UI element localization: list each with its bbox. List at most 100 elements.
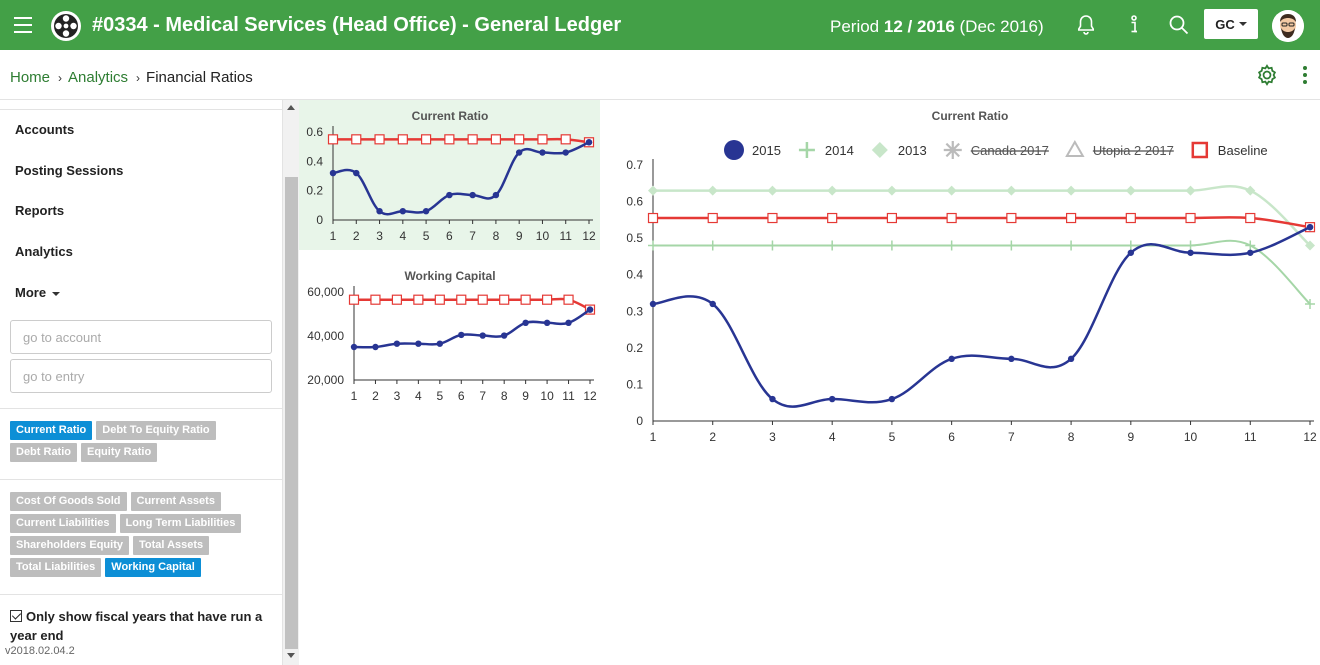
- data-point-2014: [886, 240, 897, 251]
- fiscal-year-checkbox[interactable]: [10, 610, 22, 622]
- data-point-2013: [1185, 185, 1196, 196]
- y-tick-label: 0: [316, 213, 323, 227]
- data-point-baseline: [946, 212, 957, 224]
- data-point-2015: [539, 149, 546, 156]
- y-tick-label: 0.2: [306, 184, 323, 198]
- data-point-2013: [767, 185, 778, 196]
- data-point-2014: [1245, 240, 1256, 251]
- chip-current-liabilities[interactable]: Current Liabilities: [10, 514, 116, 533]
- y-tick-label: 0.2: [626, 341, 643, 355]
- user-menu-button[interactable]: GC: [1204, 9, 1258, 39]
- data-point-2014: [946, 240, 957, 251]
- menu-icon[interactable]: [14, 17, 32, 33]
- chip-shareholders-equity[interactable]: Shareholders Equity: [10, 536, 129, 555]
- sidebar-item-analytics[interactable]: Analytics: [15, 244, 73, 259]
- data-point-baseline: [886, 212, 898, 224]
- data-point-2013: [946, 185, 957, 196]
- x-tick-label: 4: [829, 430, 836, 444]
- go-to-entry-input[interactable]: [10, 359, 272, 393]
- series-line-2015: [353, 308, 591, 349]
- data-point-baseline: [563, 294, 574, 305]
- scroll-up-icon[interactable]: [287, 105, 295, 110]
- info-icon[interactable]: [1122, 13, 1146, 37]
- legend-item-2014-icon: [798, 142, 815, 158]
- data-point-baseline: [1245, 212, 1256, 224]
- data-point-2015: [458, 331, 465, 339]
- data-point-baseline: [348, 294, 360, 305]
- data-point-2015: [422, 208, 430, 215]
- chip-equity-ratio[interactable]: Equity Ratio: [81, 443, 158, 462]
- data-point-2015: [709, 300, 716, 308]
- x-tick-label: 8: [501, 389, 508, 403]
- scroll-thumb[interactable]: [285, 177, 298, 649]
- chip-long-term-liabilities[interactable]: Long Term Liabilities: [119, 514, 242, 533]
- x-tick-label: 2: [353, 229, 360, 243]
- data-point-baseline: [707, 212, 718, 224]
- data-point-2014: [1185, 240, 1196, 251]
- chip-working-capital[interactable]: Working Capital: [105, 558, 201, 577]
- data-point-baseline: [477, 294, 488, 305]
- working-capital-mini-chart[interactable]: Working Capital 20,000 40,000 60,000 1 2 3 4 5 6 7…: [299, 258, 600, 408]
- x-tick-label: 6: [458, 389, 465, 403]
- metric-chip-group: Cost Of Goods Sold Current Assets Curren…: [10, 492, 278, 577]
- period-indicator[interactable]: Period 12 / 2016 (Dec 2016): [830, 17, 1044, 37]
- y-tick-label: 0: [636, 414, 643, 428]
- data-point-baseline: [370, 294, 381, 305]
- series-line-2014: [653, 239, 1311, 305]
- chip-cost-of-goods-sold[interactable]: Cost Of Goods Sold: [10, 492, 127, 511]
- breadcrumb-analytics[interactable]: Analytics: [68, 69, 129, 86]
- data-point-2014: [707, 240, 718, 251]
- sidebar-item-posting-sessions[interactable]: Posting Sessions: [15, 163, 124, 178]
- bell-icon[interactable]: [1074, 13, 1098, 37]
- data-point-2015: [479, 332, 486, 339]
- x-tick-label: 9: [522, 389, 529, 403]
- data-point-2015: [353, 169, 360, 177]
- scroll-down-icon[interactable]: [287, 653, 295, 658]
- data-point-2013: [1245, 185, 1256, 196]
- data-point-2015: [492, 191, 500, 199]
- fiscal-year-filter[interactable]: Only show fiscal years that have run a y…: [10, 607, 275, 645]
- x-tick-label: 12: [583, 389, 597, 403]
- breadcrumb-home[interactable]: Home: [10, 69, 51, 86]
- sidebar-scrollbar[interactable]: [283, 100, 299, 665]
- x-tick-label: 6: [948, 430, 955, 444]
- chip-current-ratio[interactable]: Current Ratio: [10, 421, 93, 440]
- data-point-2015: [565, 319, 572, 326]
- gear-icon[interactable]: [1254, 62, 1280, 88]
- data-point-baseline: [391, 294, 403, 305]
- x-tick-label: 8: [493, 229, 500, 243]
- current-ratio-mini-chart[interactable]: Current Ratio 0 0.2 0.4 0.6 1 2 3 4 5 6 7 8 9 10 11 12: [299, 100, 600, 250]
- sidebar-item-more[interactable]: More: [15, 285, 61, 300]
- more-options-icon[interactable]: [1302, 66, 1308, 86]
- x-tick-label: 12: [1303, 430, 1317, 444]
- x-tick-label: 11: [562, 389, 575, 403]
- sidebar-item-more-label: More: [15, 285, 47, 300]
- avatar[interactable]: [1272, 10, 1304, 42]
- x-tick-label: 7: [479, 389, 486, 403]
- data-point-2014: [1125, 240, 1136, 251]
- current-ratio-main-chart[interactable]: Current Ratio 0 0.1 0.2 0.3 0.4 0.5 0.6 0.7 1 2 3 4 5…: [612, 100, 1320, 460]
- data-point-2015: [522, 319, 529, 326]
- legend-item-utopia-2-2017-label: Utopia 2 2017: [1093, 143, 1174, 158]
- chip-total-assets[interactable]: Total Assets: [132, 536, 210, 555]
- chip-debt-to-equity-ratio[interactable]: Debt To Equity Ratio: [96, 421, 216, 440]
- divider: [0, 408, 282, 409]
- data-point-baseline: [444, 134, 455, 145]
- fiscal-year-label: Only show fiscal years that have run a y…: [10, 609, 263, 643]
- sidebar-item-accounts[interactable]: Accounts: [15, 122, 75, 137]
- sidebar-item-reports[interactable]: Reports: [15, 203, 65, 218]
- chip-total-liabilities[interactable]: Total Liabilities: [10, 558, 102, 577]
- chart-title: Working Capital: [404, 269, 495, 283]
- search-icon[interactable]: [1167, 13, 1191, 37]
- chip-debt-ratio[interactable]: Debt Ratio: [10, 443, 77, 462]
- go-to-account-input[interactable]: [10, 320, 272, 354]
- data-point-2015: [1067, 355, 1075, 363]
- logo-icon[interactable]: [50, 10, 82, 42]
- chip-current-assets[interactable]: Current Assets: [130, 492, 221, 511]
- data-point-2015: [500, 332, 508, 339]
- breadcrumb: Home › Analytics › Financial Ratios: [10, 69, 253, 86]
- period-suffix: (Dec 2016): [954, 17, 1044, 36]
- chart-title: Current Ratio: [412, 109, 489, 123]
- data-point-baseline: [827, 212, 838, 224]
